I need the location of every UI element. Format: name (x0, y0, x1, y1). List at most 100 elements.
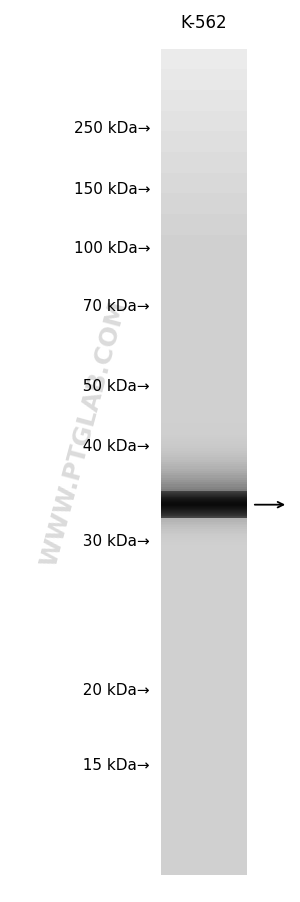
Bar (160, 431, 247, 433)
Bar (160, 235, 247, 256)
Bar (160, 428, 247, 431)
Bar (160, 483, 247, 503)
Text: 15 kDa→: 15 kDa→ (74, 758, 150, 772)
Bar (160, 529, 247, 531)
Bar (160, 50, 247, 875)
Bar (160, 493, 247, 494)
Bar (160, 465, 247, 467)
Bar (160, 710, 247, 731)
Bar (160, 533, 247, 535)
Bar (160, 540, 247, 542)
Bar (160, 424, 247, 427)
Bar (160, 437, 247, 439)
Bar (160, 516, 247, 517)
Bar (160, 133, 247, 152)
Bar (160, 506, 247, 507)
Bar (160, 524, 247, 545)
Bar (160, 70, 247, 91)
Bar (160, 526, 247, 528)
Bar (160, 492, 247, 493)
Bar (160, 502, 247, 503)
Text: 250 kDa→: 250 kDa→ (74, 121, 150, 135)
Text: 20 kDa→: 20 kDa→ (74, 683, 150, 697)
Bar (160, 509, 247, 510)
Bar (160, 436, 247, 437)
Bar (160, 173, 247, 194)
Bar (160, 498, 247, 499)
Bar (160, 499, 247, 500)
Bar (160, 520, 247, 522)
Bar (160, 463, 247, 483)
Bar (160, 586, 247, 607)
Bar (160, 453, 247, 456)
Bar (160, 792, 247, 813)
Text: 40 kDa→: 40 kDa→ (74, 438, 150, 453)
Bar (160, 689, 247, 710)
Bar (160, 433, 247, 435)
Bar (160, 501, 247, 502)
Bar (160, 400, 247, 421)
Bar (160, 504, 247, 505)
Text: K-562: K-562 (181, 14, 227, 32)
Bar (160, 476, 247, 478)
Bar (160, 474, 247, 476)
Bar (160, 460, 247, 462)
Bar (160, 515, 247, 516)
Bar (160, 440, 247, 442)
Bar (160, 511, 247, 512)
Bar (160, 421, 247, 442)
Bar (160, 566, 247, 586)
Bar (160, 442, 247, 463)
Bar (160, 215, 247, 235)
Bar (160, 668, 247, 689)
Bar (160, 510, 247, 511)
Bar (160, 519, 247, 520)
Bar (160, 359, 247, 380)
Bar (160, 380, 247, 400)
Bar (160, 508, 247, 509)
Text: 150 kDa→: 150 kDa→ (74, 182, 150, 197)
Bar (160, 495, 247, 496)
Bar (160, 478, 247, 480)
Bar (160, 50, 247, 70)
Bar (160, 462, 247, 465)
Bar (160, 277, 247, 298)
Bar (160, 531, 247, 533)
Bar (160, 535, 247, 537)
Bar (160, 489, 247, 492)
Bar (160, 542, 247, 544)
Bar (160, 458, 247, 460)
Bar (160, 538, 247, 540)
Bar (160, 545, 247, 566)
Bar (160, 91, 247, 112)
Bar (160, 537, 247, 538)
Bar (160, 503, 247, 504)
Bar (160, 524, 247, 526)
Bar (160, 298, 247, 318)
Bar (160, 854, 247, 875)
Bar (160, 813, 247, 833)
Bar (160, 731, 247, 751)
Bar (160, 505, 247, 506)
Text: 50 kDa→: 50 kDa→ (74, 379, 150, 393)
Bar (160, 449, 247, 451)
Text: 70 kDa→: 70 kDa→ (74, 299, 150, 313)
Bar (160, 467, 247, 469)
Bar (160, 497, 247, 498)
Bar (160, 607, 247, 628)
Bar (160, 517, 247, 518)
Bar (160, 152, 247, 173)
Bar (160, 514, 247, 515)
Bar (160, 833, 247, 854)
Bar (160, 483, 247, 484)
Bar (160, 442, 247, 444)
Bar (160, 528, 247, 529)
Bar (160, 469, 247, 471)
Bar (160, 503, 247, 524)
Bar (160, 751, 247, 772)
Bar (160, 628, 247, 648)
Bar (160, 338, 247, 359)
Bar (160, 522, 247, 524)
Bar (160, 544, 247, 546)
Bar (160, 471, 247, 474)
